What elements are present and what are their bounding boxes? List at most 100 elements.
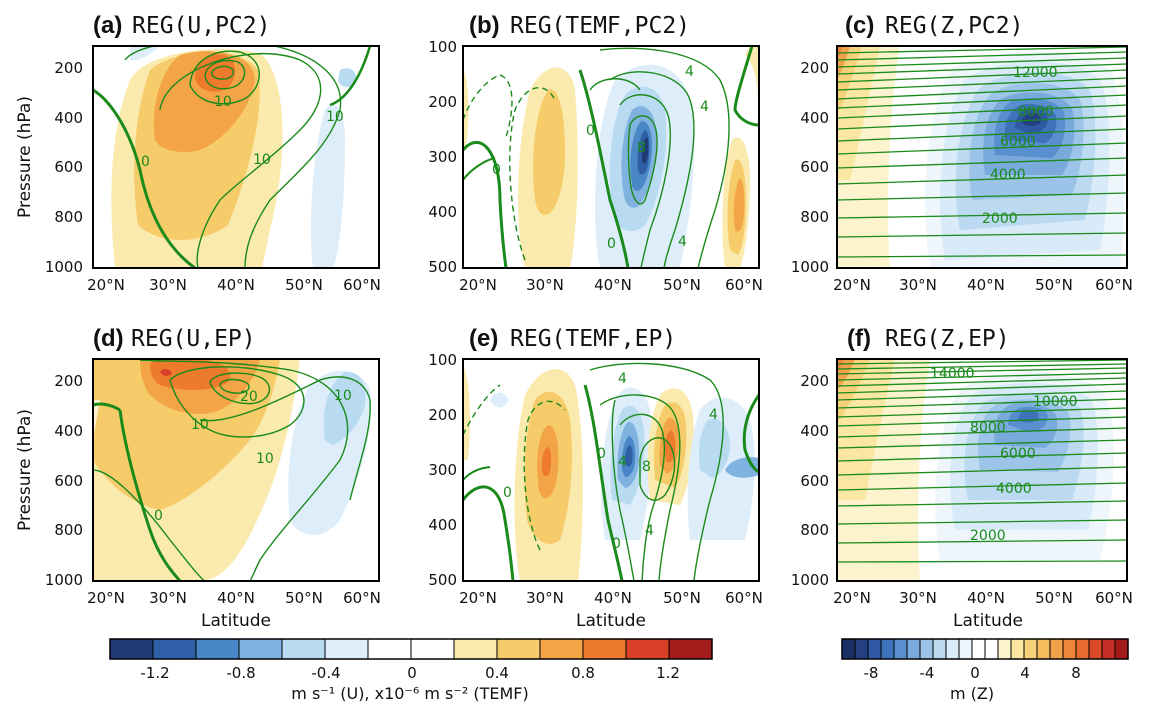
panel-f: (f) REG(Z,EP) [791, 325, 1133, 631]
svg-text:-8: -8 [864, 664, 879, 682]
panel-b-clabel-7: 4 [678, 234, 687, 250]
colorbar-right-swatch [881, 639, 895, 659]
contours-b [589, 47, 730, 268]
svg-text:800: 800 [54, 521, 83, 539]
panel-e-field [463, 359, 759, 581]
panel-f-frame [836, 358, 1128, 582]
panel-c-clabel-3: 6000 [1000, 134, 1036, 150]
svg-text:60°N: 60°N [725, 589, 763, 607]
colorbar-right-swatch [894, 639, 908, 659]
panel-d-clabel-5: 0 [154, 508, 163, 524]
panel-a-ylabel: Pressure (hPa) [15, 96, 35, 218]
panel-a-clabel-3: 10 [253, 152, 271, 168]
svg-text:600: 600 [54, 158, 83, 176]
colorbar-right-ticks: -8 -4 0 4 8 [864, 664, 1081, 682]
svg-text:20°N: 20°N [87, 589, 125, 607]
panel-f-clabel-5: 4000 [996, 481, 1032, 497]
panel-d-clabel-4: 10 [256, 451, 274, 467]
colorbar-right-swatch [907, 639, 921, 659]
panel-a-clabel-1: 10 [214, 94, 232, 110]
colorbar-left-swatch [540, 639, 584, 659]
colorbar-right-swatch [946, 639, 960, 659]
svg-text:50°N: 50°N [285, 276, 323, 294]
panel-d: (d) REG(U,EP) 20 10 10 10 [15, 325, 381, 631]
colorbar-left-swatch [454, 639, 498, 659]
colorbar-right-swatch [985, 639, 999, 659]
colorbar-left-swatch [282, 639, 326, 659]
colorbar-right-swatch [998, 639, 1012, 659]
colorbar-left-frame [109, 638, 713, 660]
svg-text:30°N: 30°N [149, 589, 187, 607]
shade-a-neg3 [338, 68, 357, 88]
panel-f-clabel-2: 10000 [1033, 394, 1078, 410]
panel-e-xticks: 20°N 30°N 40°N 50°N 60°N [459, 589, 763, 607]
svg-text:-1.2: -1.2 [140, 664, 169, 682]
svg-text:20°N: 20°N [833, 589, 871, 607]
svg-text:800: 800 [800, 208, 829, 226]
svg-text:4: 4 [1020, 664, 1030, 682]
panel-c-clabel-4: 4000 [990, 167, 1026, 183]
colorbar-left-swatch [325, 639, 369, 659]
svg-text:-0.4: -0.4 [311, 664, 340, 682]
panel-b-clabel-2: 4 [700, 99, 709, 115]
colorbar-left-swatch [239, 639, 283, 659]
colorbar-right-swatch [1089, 639, 1103, 659]
panel-b-xticks: 20°N 30°N 40°N 50°N 60°N [459, 276, 763, 294]
panel-a-yticks: 200 400 600 800 1000 [45, 59, 83, 276]
colorbar-left-swatch [626, 639, 670, 659]
panel-b-letter: (b) [469, 12, 500, 39]
colorbar-right-swatch [1102, 639, 1116, 659]
panel-b-clabel-3: 0 [586, 123, 595, 139]
svg-text:-0.8: -0.8 [226, 664, 255, 682]
colorbar-left-swatch [110, 639, 154, 659]
svg-text:50°N: 50°N [285, 589, 323, 607]
panel-c-clabels: 12000 8000 6000 4000 2000 [982, 65, 1058, 227]
panel-c-yticks: 200 400 600 800 1000 [791, 59, 829, 276]
svg-text:0.8: 0.8 [571, 664, 595, 682]
svg-text:500: 500 [428, 258, 457, 276]
colorbar-right-swatch [1037, 639, 1051, 659]
svg-text:-4: -4 [920, 664, 935, 682]
colorbar-right-swatch [933, 639, 947, 659]
panel-b: (b) REG(TEMF,PC2) [428, 12, 763, 294]
panel-e-clabel-7: 0 [612, 536, 621, 552]
svg-text:400: 400 [800, 109, 829, 127]
svg-text:30°N: 30°N [899, 276, 937, 294]
panel-a-field [93, 46, 379, 268]
panel-a-xticks: 20°N 30°N 40°N 50°N 60°N [87, 276, 381, 294]
svg-text:200: 200 [428, 93, 457, 111]
svg-text:500: 500 [428, 571, 457, 589]
shade-a-neg2 [130, 46, 160, 61]
colorbar-right-swatch [959, 639, 973, 659]
svg-text:40°N: 40°N [594, 276, 632, 294]
svg-text:50°N: 50°N [1035, 276, 1073, 294]
svg-text:40°N: 40°N [967, 276, 1005, 294]
svg-text:50°N: 50°N [1035, 589, 1073, 607]
panel-e-clabel-2: 4 [709, 407, 718, 423]
svg-text:200: 200 [54, 372, 83, 390]
svg-text:1000: 1000 [45, 571, 83, 589]
panel-b-clabel-5: 0 [492, 162, 501, 178]
colorbar-right-frame [841, 638, 1129, 660]
colorbar-left-swatch [669, 639, 713, 659]
panel-b-title: REG(TEMF,PC2) [510, 13, 690, 39]
svg-text:400: 400 [54, 109, 83, 127]
svg-text:50°N: 50°N [663, 589, 701, 607]
panel-d-clabel-3: 10 [191, 417, 209, 433]
panel-c-clabel-2: 8000 [1018, 104, 1054, 120]
colorbar-left-title: m s⁻¹ (U), x10⁻⁶ m s⁻² (TEMF) [291, 684, 528, 703]
svg-text:60°N: 60°N [343, 276, 381, 294]
svg-text:60°N: 60°N [343, 589, 381, 607]
svg-text:600: 600 [54, 472, 83, 490]
panel-f-clabel-3: 8000 [970, 420, 1006, 436]
svg-text:0: 0 [970, 664, 980, 682]
svg-text:800: 800 [800, 521, 829, 539]
contours-a [124, 46, 342, 268]
panel-e-clabel-6: 0 [503, 485, 512, 501]
colorbar-right-swatch [1115, 639, 1129, 659]
svg-text:400: 400 [54, 422, 83, 440]
panel-c-xticks: 20°N 30°N 40°N 50°N 60°N [833, 276, 1133, 294]
colorbar-right-swatch [868, 639, 882, 659]
panel-c-clabel-5: 2000 [982, 211, 1018, 227]
